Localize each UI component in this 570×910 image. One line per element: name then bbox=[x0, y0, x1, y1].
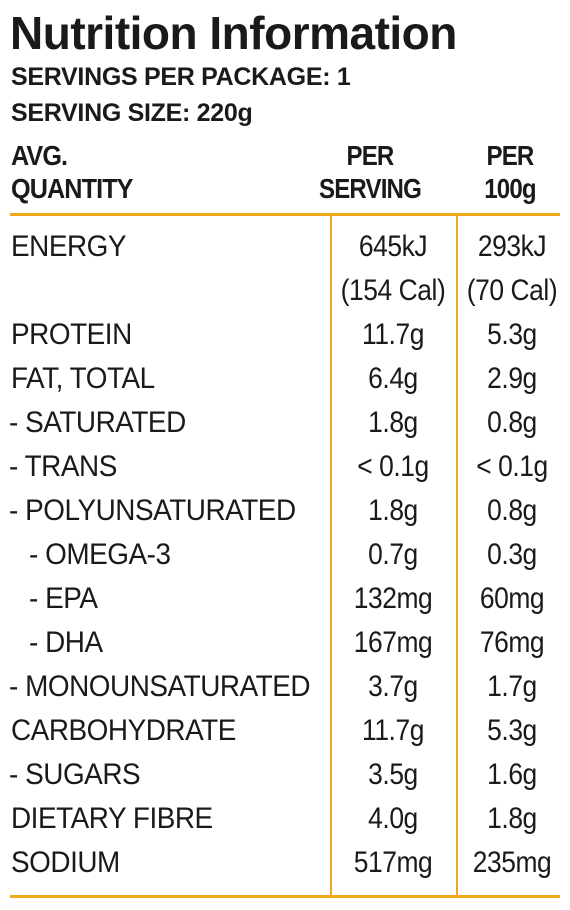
table-row: FAT, TOTAL 6.4g 2.9g bbox=[0, 357, 570, 401]
per-serving-value: 4.0g bbox=[368, 802, 418, 835]
per-100g-value: 293kJ (70 Cal) bbox=[464, 225, 559, 313]
per-serving-value: 0.7g bbox=[368, 538, 418, 571]
header-per-serving-line1: PER bbox=[346, 140, 395, 171]
table-row: - OMEGA-3 0.7g 0.3g bbox=[0, 533, 570, 577]
header-avg-quantity: AVG. QUANTITY bbox=[11, 139, 133, 205]
nutrient-label: FAT, TOTAL bbox=[11, 362, 155, 395]
per-serving-value: 517mg bbox=[353, 846, 433, 879]
table-row: - SATURATED 1.8g 0.8g bbox=[0, 401, 570, 445]
per-100g-value: 0.8g bbox=[487, 406, 537, 439]
per-100g-value: 5.3g bbox=[487, 714, 537, 747]
column-divider-1 bbox=[330, 216, 332, 895]
table-row: - EPA 132mg 60mg bbox=[0, 577, 570, 621]
per-serving-value: 11.7g bbox=[362, 318, 424, 351]
per-100g-value: 5.3g bbox=[487, 318, 537, 351]
header-per-100g-line2: 100g bbox=[484, 173, 536, 204]
nutrient-label: - TRANS bbox=[9, 450, 117, 483]
per-serving-value: 1.8g bbox=[368, 406, 418, 439]
per-100g-value: 2.9g bbox=[487, 362, 537, 395]
per-serving-value: 167mg bbox=[353, 626, 433, 659]
table-row: - SUGARS 3.5g 1.6g bbox=[0, 753, 570, 797]
per-100g-cal: (70 Cal) bbox=[466, 274, 558, 307]
per-100g-value: 76mg bbox=[479, 626, 545, 659]
per-serving-value: 3.7g bbox=[368, 670, 418, 703]
per-100g-value: 1.6g bbox=[487, 758, 537, 791]
header-per-serving: PER SERVING bbox=[310, 139, 430, 205]
table-row: CARBOHYDRATE 11.7g 5.3g bbox=[0, 709, 570, 753]
header-per-100g-line1: PER bbox=[486, 140, 535, 171]
nutrient-label: - DHA bbox=[29, 626, 103, 659]
header-divider bbox=[10, 213, 560, 216]
table-row: - MONOUNSATURATED 3.7g 1.7g bbox=[0, 665, 570, 709]
page-title: Nutrition Information bbox=[10, 7, 457, 59]
column-divider-2 bbox=[456, 216, 458, 895]
per-serving-value: 1.8g bbox=[368, 494, 418, 527]
nutrient-label: SODIUM bbox=[11, 846, 120, 879]
table-row: DIETARY FIBRE 4.0g 1.8g bbox=[0, 797, 570, 841]
nutrient-label: - OMEGA-3 bbox=[29, 538, 171, 571]
nutrient-label: PROTEIN bbox=[11, 318, 132, 351]
nutrient-label: - SATURATED bbox=[9, 406, 186, 439]
table-row: - DHA 167mg 76mg bbox=[0, 621, 570, 665]
per-serving-value: 11.7g bbox=[362, 714, 424, 747]
per-serving-value: < 0.1g bbox=[357, 450, 429, 483]
nutrient-label: - SUGARS bbox=[9, 758, 141, 791]
header-avg-quantity-line2: QUANTITY bbox=[11, 173, 133, 204]
per-100g-value: 235mg bbox=[472, 846, 552, 879]
nutrient-label: DIETARY FIBRE bbox=[11, 802, 213, 835]
nutrient-label: ENERGY bbox=[11, 230, 127, 263]
per-100g-value: 1.8g bbox=[487, 802, 537, 835]
serving-size: SERVING SIZE: 220g bbox=[11, 99, 253, 127]
servings-per-package: SERVINGS PER PACKAGE: 1 bbox=[11, 63, 351, 91]
header-per-serving-line2: SERVING bbox=[319, 173, 422, 204]
table-row: - POLYUNSATURATED 1.8g 0.8g bbox=[0, 489, 570, 533]
bottom-rule bbox=[10, 895, 560, 898]
nutrient-label: CARBOHYDRATE bbox=[11, 714, 236, 747]
nutrient-label: - MONOUNSATURATED bbox=[9, 670, 311, 703]
nutrient-table: ENERGY 645kJ (154 Cal) 293kJ (70 Cal) PR… bbox=[0, 225, 570, 885]
per-100g-kj: 293kJ bbox=[477, 230, 547, 263]
per-100g-value: 0.8g bbox=[487, 494, 537, 527]
per-serving-value: 6.4g bbox=[368, 362, 418, 395]
per-100g-value: 1.7g bbox=[487, 670, 537, 703]
per-serving-value: 645kJ (154 Cal) bbox=[339, 225, 446, 313]
per-serving-value: 132mg bbox=[353, 582, 433, 615]
header-per-100g: PER 100g bbox=[463, 139, 558, 205]
per-100g-value: < 0.1g bbox=[476, 450, 548, 483]
nutrient-label: - POLYUNSATURATED bbox=[9, 494, 296, 527]
table-row: SODIUM 517mg 235mg bbox=[0, 841, 570, 885]
per-100g-value: 60mg bbox=[479, 582, 545, 615]
table-row: ENERGY 645kJ (154 Cal) 293kJ (70 Cal) bbox=[0, 225, 570, 313]
per-serving-kj: 645kJ bbox=[358, 230, 428, 263]
per-serving-value: 3.5g bbox=[368, 758, 418, 791]
table-row: - TRANS < 0.1g < 0.1g bbox=[0, 445, 570, 489]
per-100g-value: 0.3g bbox=[487, 538, 537, 571]
header-avg-quantity-line1: AVG. bbox=[11, 140, 68, 171]
per-serving-cal: (154 Cal) bbox=[340, 274, 446, 307]
table-row: PROTEIN 11.7g 5.3g bbox=[0, 313, 570, 357]
nutrient-label: - EPA bbox=[29, 582, 98, 615]
